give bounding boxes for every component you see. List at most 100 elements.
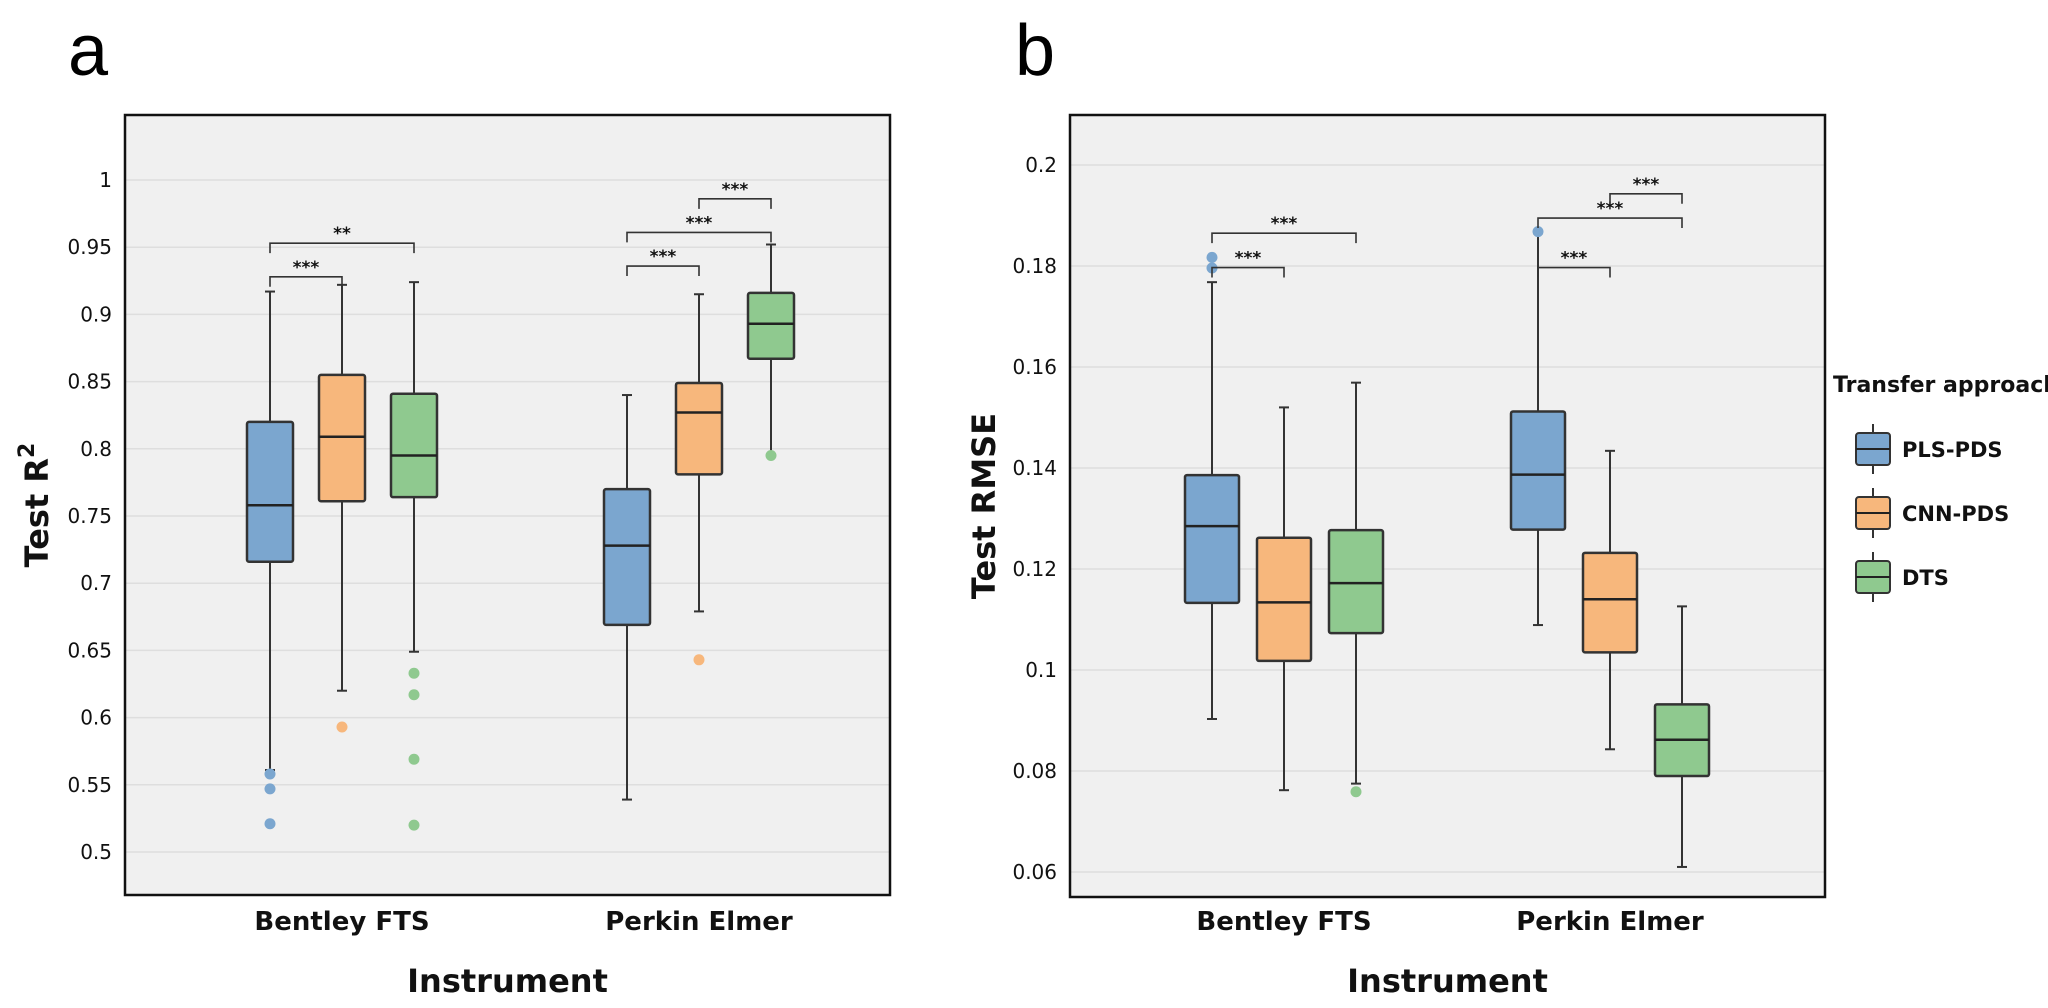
- significance-bracket: ***: [626, 213, 772, 243]
- significance-label: ***: [1271, 214, 1298, 234]
- plot-area: [125, 115, 890, 895]
- outlier-point: [408, 753, 420, 765]
- box-pls-pds-1: [602, 394, 652, 801]
- y-tick-label: 0.55: [67, 773, 112, 797]
- y-axis-title: Test RMSE: [965, 413, 1003, 599]
- y-tick-label: 0.9: [80, 302, 112, 326]
- significance-bracket: ***: [1537, 199, 1683, 229]
- y-tick-label: 0.14: [1012, 456, 1057, 480]
- bracket-line: [269, 275, 343, 287]
- x-category-label: Bentley FTS: [1196, 907, 1371, 937]
- box-body: [674, 381, 724, 476]
- box-body: [317, 373, 367, 503]
- box-body: [1327, 528, 1385, 635]
- significance-bracket: ***: [1211, 214, 1357, 244]
- legend-entry-pls-pds: PLS-PDS: [1855, 424, 2003, 474]
- y-tick-label: 0.6: [80, 706, 112, 730]
- y-axis-title-superscript: 2: [15, 443, 40, 458]
- panel-letter: a: [68, 11, 109, 91]
- box-body: [1581, 551, 1639, 654]
- significance-label: ***: [722, 180, 749, 200]
- box-body: [1183, 473, 1241, 605]
- y-axis-title-text: Test R: [18, 458, 56, 567]
- y-tick-label: 0.7: [80, 571, 112, 595]
- bracket-line: [698, 198, 772, 209]
- bracket-line: [626, 231, 772, 243]
- plot-frame: [123, 113, 892, 897]
- significance-bracket: ***: [269, 258, 343, 287]
- box-body: [1509, 410, 1567, 531]
- plot-area: [1070, 115, 1825, 897]
- y-tick-label: 0.18: [1012, 254, 1057, 278]
- outlier-point: [765, 450, 777, 462]
- outlier-point: [264, 768, 276, 780]
- bracket-line: [1537, 217, 1683, 229]
- significance-bracket: **: [269, 224, 415, 254]
- legend-label: CNN-PDS: [1902, 502, 2009, 526]
- box-body: [389, 392, 439, 499]
- y-tick-label: 0.95: [67, 235, 112, 259]
- box-cnn-pds-0: [317, 283, 367, 733]
- x-category-label: Perkin Elmer: [1516, 907, 1704, 937]
- significance-label: ***: [686, 213, 713, 233]
- bracket-line: [1211, 232, 1357, 244]
- outlier-point: [408, 689, 420, 701]
- legend-entry-cnn-pds: CNN-PDS: [1855, 488, 2009, 538]
- x-category-label: Perkin Elmer: [605, 907, 793, 937]
- legend-entry-dts: DTS: [1855, 552, 1949, 602]
- y-tick-label: 0.2: [1025, 153, 1057, 177]
- outlier-point: [336, 721, 348, 733]
- bracket-line: [269, 242, 415, 254]
- legend: Transfer approach PLS-PDS CNN-PDS DTS: [1833, 373, 2048, 602]
- bracket-line: [626, 265, 700, 277]
- outlier-point: [264, 783, 276, 795]
- y-axis-title: Test R2: [15, 443, 56, 568]
- y-tick-label: 1: [99, 168, 112, 192]
- significance-label: ***: [650, 247, 677, 267]
- bracket-line: [1609, 192, 1683, 204]
- box-pls-pds-1: [1509, 226, 1567, 627]
- significance-bracket: ***: [1609, 175, 1683, 204]
- x-category-label: Bentley FTS: [254, 907, 429, 937]
- significance-bracket: ***: [1211, 249, 1285, 278]
- x-axis-title: Instrument: [407, 962, 608, 1000]
- bracket-line: [1211, 266, 1285, 278]
- outlier-point: [408, 667, 420, 679]
- box-body: [746, 291, 796, 361]
- y-axis-title-text: Test RMSE: [965, 413, 1003, 599]
- significance-label: **: [333, 224, 351, 244]
- panel-b: b 0.06 0.08 0.1 0.12 0.14 0.16 0.18 0.2 *** *** ***…: [965, 11, 1827, 1000]
- significance-label: ***: [1235, 249, 1262, 269]
- box-body: [602, 487, 652, 627]
- outlier-point: [1350, 786, 1362, 798]
- outlier-point: [408, 819, 420, 831]
- y-tick-label: 0.1: [1025, 658, 1057, 682]
- y-tick-label: 0.75: [67, 504, 112, 528]
- box-pls-pds-0: [1183, 251, 1241, 720]
- box-cnn-pds-0: [1255, 406, 1313, 792]
- box-body: [245, 420, 295, 563]
- legend-label: PLS-PDS: [1902, 438, 2003, 462]
- box-dts-1: [1653, 605, 1711, 868]
- box-dts-1: [746, 243, 796, 462]
- bracket-line: [1537, 266, 1611, 278]
- y-tick-label: 0.08: [1012, 759, 1057, 783]
- y-tick-label: 0.06: [1012, 860, 1057, 884]
- significance-label: ***: [293, 258, 320, 278]
- plot-frame: [1068, 113, 1827, 899]
- legend-label: DTS: [1902, 566, 1949, 590]
- box-cnn-pds-1: [1581, 449, 1639, 751]
- significance-label: ***: [1561, 249, 1588, 269]
- significance-bracket: ***: [698, 180, 772, 209]
- legend-title: Transfer approach: [1833, 373, 2048, 398]
- y-tick-label: 0.65: [67, 638, 112, 662]
- y-tick-label: 0.8: [80, 437, 112, 461]
- significance-label: ***: [1633, 175, 1660, 195]
- y-tick-label: 0.5: [80, 840, 112, 864]
- outlier-point: [693, 654, 705, 666]
- y-tick-label: 0.16: [1012, 355, 1057, 379]
- box-cnn-pds-1: [674, 293, 724, 666]
- box-dts-0: [1327, 381, 1385, 798]
- outlier-point: [1532, 226, 1544, 238]
